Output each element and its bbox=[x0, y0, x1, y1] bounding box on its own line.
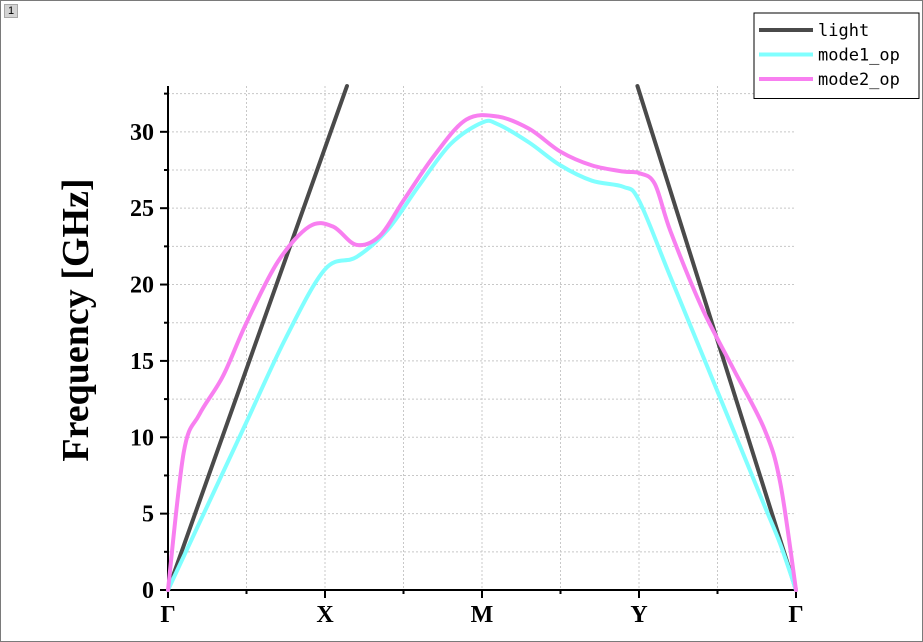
series-line-mode1-op bbox=[166, 118, 798, 592]
page-tab[interactable]: 1 bbox=[4, 4, 18, 18]
legend-label: light bbox=[818, 21, 869, 41]
y-tick-label: 15 bbox=[130, 349, 154, 375]
y-tick-label: 10 bbox=[130, 425, 154, 451]
legend-label: mode2_op bbox=[818, 70, 900, 90]
y-axis-label: Frequency [GHz] bbox=[55, 178, 97, 461]
x-tick-label: Y bbox=[630, 602, 647, 628]
series-line-light-segment bbox=[166, 84, 349, 592]
x-tick-label: X bbox=[316, 602, 334, 628]
x-tick-label: Γ bbox=[160, 602, 175, 628]
x-tick-label: M bbox=[471, 602, 494, 628]
tick-labels: 0 5 10 15 20 25 30 Γ X M Y Γ bbox=[130, 120, 804, 628]
y-tick-label: 20 bbox=[130, 273, 154, 299]
legend[interactable]: light mode1_op mode2_op bbox=[753, 12, 920, 99]
series-line-mode2-op bbox=[166, 113, 798, 592]
y-tick-label: 0 bbox=[142, 578, 154, 604]
y-tick-label: 30 bbox=[130, 120, 154, 146]
legend-label: mode1_op bbox=[818, 46, 900, 66]
y-tick-label: 5 bbox=[142, 502, 154, 528]
axes bbox=[160, 86, 797, 598]
y-tick-label: 25 bbox=[130, 196, 154, 222]
grid bbox=[168, 86, 796, 590]
x-tick-label: Γ bbox=[788, 602, 803, 628]
series-lines bbox=[166, 84, 798, 592]
